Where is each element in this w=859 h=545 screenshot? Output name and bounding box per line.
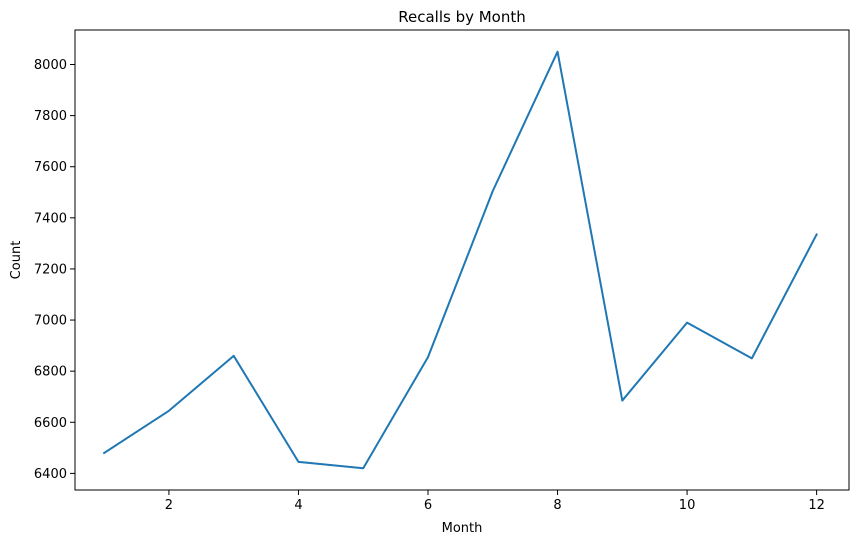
x-tick-label: 10	[679, 498, 696, 513]
y-tick-label: 6600	[34, 416, 67, 431]
chart-title: Recalls by Month	[398, 8, 526, 26]
y-tick-label: 7400	[34, 211, 67, 226]
y-tick-label: 7800	[34, 109, 67, 124]
x-tick-label: 2	[165, 498, 173, 513]
y-tick-label: 8000	[34, 58, 67, 73]
y-tick-label: 7200	[34, 262, 67, 277]
x-tick-label: 4	[294, 498, 302, 513]
x-axis-label: Month	[442, 521, 483, 536]
y-axis-label: Count	[9, 241, 24, 280]
x-tick-label: 12	[808, 498, 825, 513]
y-tick-label: 7600	[34, 160, 67, 175]
y-tick-label: 6800	[34, 365, 67, 380]
series-line	[102, 50, 818, 470]
y-tick-label: 7000	[34, 314, 67, 329]
ticks-layer: 2 4 6 8 10 12 6400 6600 6800 7000 7200 7400 7600 7800…	[34, 58, 825, 513]
x-tick-label: 8	[553, 498, 561, 513]
series-layer	[102, 50, 818, 470]
plot-frame	[74, 29, 850, 491]
y-tick-label: 6400	[34, 467, 67, 482]
x-tick-label: 6	[424, 498, 432, 513]
